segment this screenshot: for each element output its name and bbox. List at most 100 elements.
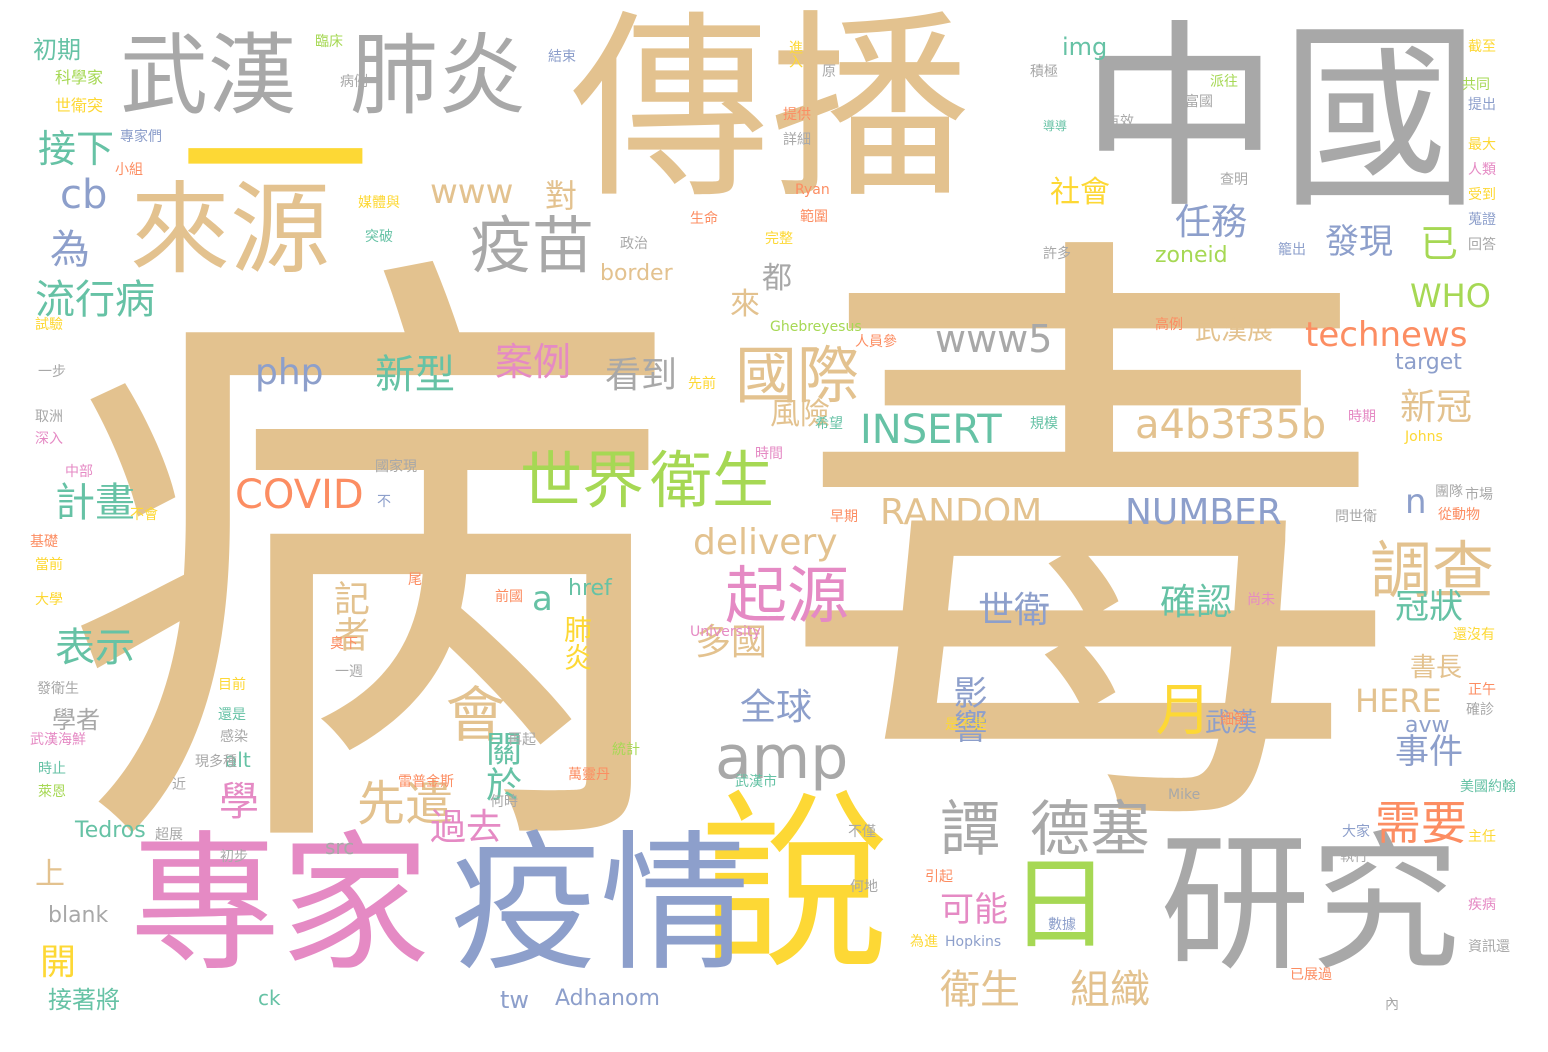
word-139: 一步	[38, 364, 66, 380]
word-66: 看到	[605, 355, 678, 396]
word-127: 查明	[1220, 172, 1248, 188]
word-32: delivery	[693, 522, 838, 563]
word-176: 執行	[1340, 849, 1368, 865]
word-110: 截至	[1468, 39, 1496, 55]
word-18: 起源	[725, 559, 850, 632]
word-133: 時間	[755, 446, 783, 462]
word-137: Johns	[1405, 429, 1443, 445]
word-96: 原	[822, 64, 836, 80]
word-149: 尾	[408, 572, 422, 588]
word-138: 試驗	[35, 317, 63, 333]
word-23: 會	[435, 683, 505, 743]
word-79: href	[568, 576, 612, 601]
word-102: 媒體與	[358, 195, 400, 211]
word-108: 派往	[1210, 74, 1238, 90]
word-122: a	[532, 579, 553, 619]
word-179: 何地	[850, 879, 878, 895]
word-117: 回答	[1468, 237, 1496, 253]
word-39: border	[600, 261, 673, 286]
word-136: 時期	[1348, 409, 1376, 425]
word-119: 籠出	[1278, 242, 1306, 258]
word-61: 計畫	[55, 480, 135, 526]
word-184: 已展過	[1290, 967, 1332, 983]
word-193: 武漢市	[735, 774, 777, 790]
word-130: 人員參	[855, 334, 897, 350]
word-178: 不僅	[848, 824, 876, 840]
word-41: target	[1395, 350, 1462, 375]
word-44: 世衛	[978, 590, 1051, 631]
word-188: 早期	[830, 509, 858, 525]
word-2: 毒	[780, 189, 1400, 910]
word-62: 流行病	[35, 277, 155, 323]
word-29: RANDOM	[880, 492, 1043, 533]
word-64: 為	[50, 227, 90, 273]
word-103: 突破	[365, 229, 393, 245]
word-170: 還沒有	[1453, 627, 1495, 643]
word-84: blank	[48, 903, 109, 928]
word-106: 提供	[783, 107, 811, 123]
word-175: 大家	[1342, 824, 1370, 840]
word-113: 最大	[1468, 137, 1496, 153]
word-60: 表示	[55, 625, 135, 671]
word-53: 全球	[740, 687, 813, 728]
word-90: 學者	[52, 706, 100, 734]
word-72: avw	[1405, 713, 1450, 738]
word-98: 富國	[1185, 94, 1213, 110]
word-19: 調查	[1370, 534, 1495, 607]
word-65: cb	[60, 172, 108, 218]
word-145: 不會	[130, 507, 158, 523]
word-111: 共同	[1462, 77, 1490, 93]
word-69: 風險	[770, 397, 830, 432]
word-9: 研究	[1160, 818, 1461, 992]
word-187: 疾病	[1468, 897, 1496, 913]
word-194: 發衛生	[37, 681, 79, 697]
word-156: 還是	[218, 707, 246, 723]
word-63: 接下	[38, 127, 115, 171]
word-159: 時止	[38, 761, 66, 777]
word-190: 市場	[1465, 487, 1493, 503]
word-78: 肺炎	[560, 615, 593, 671]
word-73: 武漢展	[1195, 316, 1274, 346]
word-31: COVID	[235, 472, 364, 518]
word-140: 取洲	[35, 409, 63, 425]
word-166: 雷普金斯	[398, 774, 454, 790]
word-30: NUMBER	[1125, 492, 1282, 533]
word-10: 武漢	[120, 24, 297, 127]
word-143: 國家現	[375, 459, 417, 475]
word-74: 社會	[1050, 175, 1110, 210]
word-58: 記者	[328, 580, 369, 652]
word-13: 日	[1010, 846, 1110, 963]
word-158: 武漢海鮮	[30, 732, 86, 748]
word-43: 確認	[1160, 582, 1233, 623]
word-181: 為進	[910, 934, 938, 950]
word-146: 基礎	[30, 534, 58, 550]
word-85: ck	[258, 986, 281, 1010]
word-49: 組織	[1070, 967, 1150, 1013]
word-68: 新型	[375, 352, 455, 398]
word-196: 初步	[220, 849, 248, 865]
word-17: 衛生	[650, 444, 775, 517]
word-92: 科學家	[55, 68, 104, 87]
word-118: 許多	[1043, 246, 1071, 262]
word-71: HERE	[1355, 682, 1442, 720]
word-163: 再起	[508, 732, 536, 748]
word-174: Mike	[1168, 787, 1201, 803]
word-89: 接著將	[48, 986, 120, 1014]
word-115: 受到	[1468, 187, 1496, 203]
word-120: 進入	[787, 40, 803, 68]
word-151: 尚未	[1247, 592, 1275, 608]
word-15: 國際	[735, 339, 860, 412]
word-131: 高例	[1155, 317, 1183, 333]
word-54: 多國	[695, 622, 768, 663]
word-57: 學	[212, 780, 258, 820]
word-112: 提出	[1468, 97, 1496, 113]
word-51: 可能	[940, 890, 1008, 930]
word-21: 德塞	[1030, 795, 1150, 865]
word-165: 萬靈丹	[568, 767, 610, 783]
word-192: 團隊	[1435, 484, 1463, 500]
word-28: www5	[935, 317, 1053, 361]
word-45: 冠狀	[1395, 587, 1463, 627]
word-35: 發現	[1325, 222, 1393, 262]
word-50: 衛生	[940, 967, 1020, 1013]
word-100: 專家們	[120, 129, 162, 145]
